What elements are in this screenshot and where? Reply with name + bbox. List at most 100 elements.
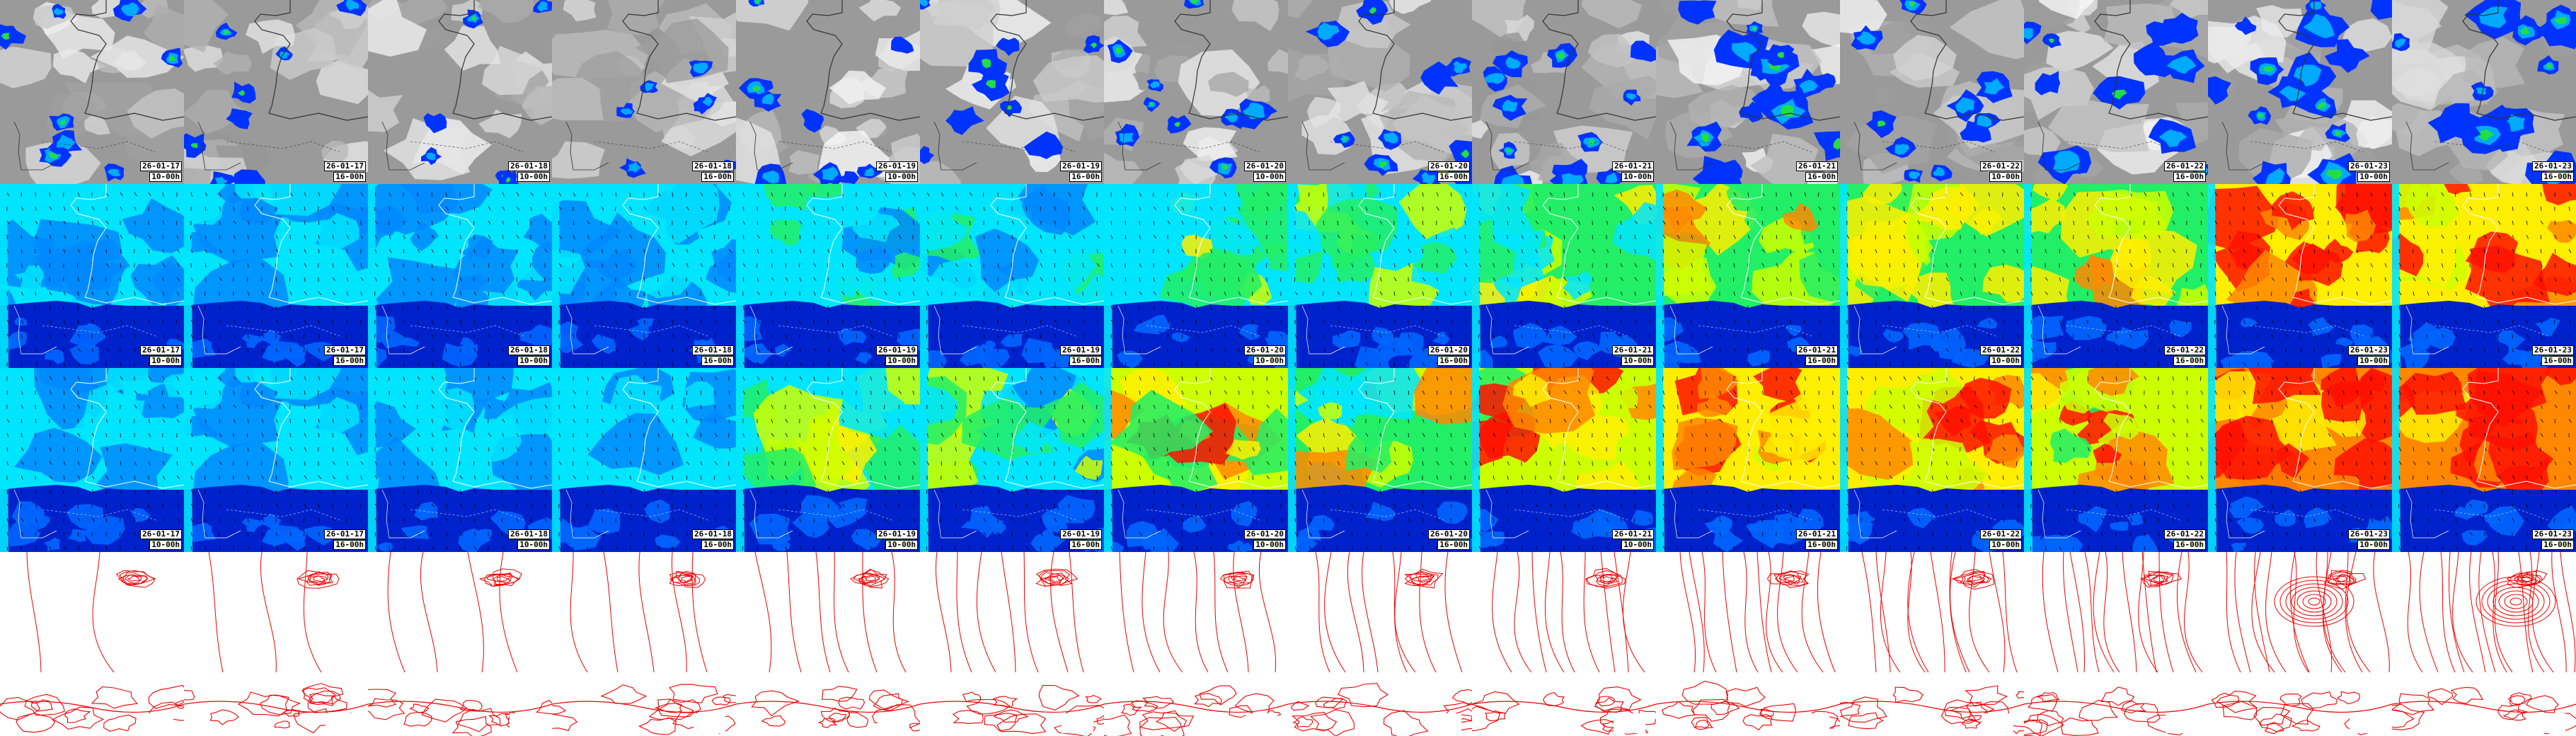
map-tile-precipitation[interactable]: 26-01-17 16-00h bbox=[184, 0, 368, 184]
map-tile-precipitation[interactable]: 26-01-19 16-00h bbox=[920, 0, 1104, 184]
wind-arrows-icon bbox=[1104, 184, 1288, 368]
timestamp-label: 26-01-21 10-00h bbox=[1612, 161, 1654, 182]
map-tile-wind-low[interactable]: 26-01-22 10-00h bbox=[1840, 184, 2024, 368]
map-tile-pressure[interactable] bbox=[184, 552, 368, 736]
timestamp-date: 26-01-21 bbox=[1612, 345, 1654, 355]
map-tile-precipitation[interactable]: 26-01-22 10-00h bbox=[1840, 0, 2024, 184]
map-tile-wind-low[interactable]: 26-01-22 16-00h bbox=[2024, 184, 2208, 368]
map-tile-wind-high[interactable]: 26-01-23 16-00h bbox=[2392, 368, 2576, 552]
cloud-precip-icon bbox=[1288, 0, 1472, 184]
map-tile-wind-high[interactable]: 26-01-22 16-00h bbox=[2024, 368, 2208, 552]
wind-arrows-icon bbox=[1656, 368, 1840, 552]
map-tile-pressure[interactable] bbox=[0, 552, 184, 736]
map-tile-precipitation[interactable]: 26-01-20 10-00h bbox=[1104, 0, 1288, 184]
timestamp-hour: 10-00h bbox=[2357, 172, 2390, 182]
timestamp-hour: 10-00h bbox=[1989, 540, 2022, 550]
legend-box bbox=[878, 713, 909, 733]
timestamp-hour: 16-00h bbox=[1805, 540, 1838, 550]
timestamp-date: 26-01-22 bbox=[2164, 161, 2206, 171]
timestamp-hour: 16-00h bbox=[1437, 172, 1470, 182]
map-tile-wind-high[interactable]: 26-01-18 16-00h bbox=[552, 368, 736, 552]
map-tile-wind-high[interactable]: 26-01-18 10-00h bbox=[368, 368, 552, 552]
timestamp-label: 26-01-19 10-00h bbox=[876, 529, 918, 550]
map-tile-pressure[interactable] bbox=[1472, 552, 1656, 736]
wind-speed-field bbox=[552, 184, 736, 368]
map-tile-wind-high[interactable]: 26-01-20 10-00h bbox=[1104, 368, 1288, 552]
map-tile-pressure[interactable] bbox=[1288, 552, 1472, 736]
map-tile-precipitation[interactable]: 26-01-18 16-00h bbox=[552, 0, 736, 184]
wind-arrows-icon bbox=[1656, 184, 1840, 368]
map-tile-wind-low[interactable]: 26-01-23 16-00h bbox=[2392, 184, 2576, 368]
timestamp-date: 26-01-21 bbox=[1796, 161, 1838, 171]
map-tile-wind-high[interactable]: 26-01-19 16-00h bbox=[920, 368, 1104, 552]
legend-box bbox=[510, 713, 541, 733]
wind-speed-field bbox=[2392, 184, 2576, 368]
map-tile-wind-low[interactable]: 26-01-21 16-00h bbox=[1656, 184, 1840, 368]
timestamp-date: 26-01-21 bbox=[1796, 529, 1838, 539]
wind-speed-field bbox=[2392, 368, 2576, 552]
timestamp-label: 26-01-17 16-00h bbox=[324, 161, 366, 182]
map-tile-precipitation[interactable]: 26-01-19 10-00h bbox=[736, 0, 920, 184]
legend-box bbox=[326, 713, 357, 733]
timestamp-hour: 16-00h bbox=[2541, 356, 2574, 366]
map-tile-precipitation[interactable]: 26-01-21 16-00h bbox=[1656, 0, 1840, 184]
map-tile-wind-low[interactable]: 26-01-19 10-00h bbox=[736, 184, 920, 368]
wind-arrows-icon bbox=[0, 368, 184, 552]
map-tile-wind-high[interactable]: 26-01-17 16-00h bbox=[184, 368, 368, 552]
map-tile-precipitation[interactable]: 26-01-17 10-00h bbox=[0, 0, 184, 184]
timestamp-hour: 16-00h bbox=[333, 540, 366, 550]
cloud-precip-icon bbox=[368, 0, 552, 184]
map-tile-pressure[interactable] bbox=[2392, 552, 2576, 736]
timestamp-hour: 16-00h bbox=[2173, 356, 2206, 366]
map-tile-pressure[interactable] bbox=[1840, 552, 2024, 736]
timestamp-date: 26-01-17 bbox=[140, 161, 182, 171]
timestamp-hour: 10-00h bbox=[149, 356, 182, 366]
timestamp-hour: 16-00h bbox=[333, 356, 366, 366]
map-tile-wind-high[interactable]: 26-01-21 16-00h bbox=[1656, 368, 1840, 552]
map-tile-pressure[interactable] bbox=[1104, 552, 1288, 736]
map-tile-pressure[interactable] bbox=[2024, 552, 2208, 736]
map-tile-pressure[interactable] bbox=[1656, 552, 1840, 736]
timestamp-hour: 10-00h bbox=[2357, 540, 2390, 550]
map-tile-wind-low[interactable]: 26-01-20 10-00h bbox=[1104, 184, 1288, 368]
wind-speed-field bbox=[1840, 184, 2024, 368]
map-tile-wind-high[interactable]: 26-01-19 10-00h bbox=[736, 368, 920, 552]
map-tile-wind-low[interactable]: 26-01-21 10-00h bbox=[1472, 184, 1656, 368]
map-tile-wind-low[interactable]: 26-01-17 16-00h bbox=[184, 184, 368, 368]
map-tile-precipitation[interactable]: 26-01-23 10-00h bbox=[2208, 0, 2392, 184]
map-tile-wind-high[interactable]: 26-01-23 10-00h bbox=[2208, 368, 2392, 552]
map-tile-pressure[interactable] bbox=[736, 552, 920, 736]
map-tile-precipitation[interactable]: 26-01-20 16-00h bbox=[1288, 0, 1472, 184]
map-tile-wind-low[interactable]: 26-01-17 10-00h bbox=[0, 184, 184, 368]
map-tile-pressure[interactable] bbox=[368, 552, 552, 736]
map-tile-wind-low[interactable]: 26-01-19 16-00h bbox=[920, 184, 1104, 368]
timestamp-hour: 10-00h bbox=[517, 172, 550, 182]
wind-arrows-icon bbox=[1840, 368, 2024, 552]
legend-box bbox=[1246, 713, 1277, 733]
map-tile-precipitation[interactable]: 26-01-21 10-00h bbox=[1472, 0, 1656, 184]
map-tile-precipitation[interactable]: 26-01-18 10-00h bbox=[368, 0, 552, 184]
map-tile-pressure[interactable] bbox=[2208, 552, 2392, 736]
map-tile-wind-low[interactable]: 26-01-23 10-00h bbox=[2208, 184, 2392, 368]
map-tile-pressure[interactable] bbox=[920, 552, 1104, 736]
map-tile-precipitation[interactable]: 26-01-23 16-00h bbox=[2392, 0, 2576, 184]
map-tile-wind-high[interactable]: 26-01-20 16-00h bbox=[1288, 368, 1472, 552]
map-tile-wind-low[interactable]: 26-01-18 16-00h bbox=[552, 184, 736, 368]
wind-speed-field bbox=[184, 368, 368, 552]
map-tile-wind-high[interactable]: 26-01-21 10-00h bbox=[1472, 368, 1656, 552]
wind-arrows-icon bbox=[552, 184, 736, 368]
timestamp-date: 26-01-19 bbox=[876, 529, 918, 539]
map-tile-wind-high[interactable]: 26-01-22 10-00h bbox=[1840, 368, 2024, 552]
map-tile-wind-high[interactable]: 26-01-17 10-00h bbox=[0, 368, 184, 552]
map-tile-wind-low[interactable]: 26-01-18 10-00h bbox=[368, 184, 552, 368]
timestamp-hour: 16-00h bbox=[701, 172, 734, 182]
timestamp-date: 26-01-22 bbox=[1980, 529, 2022, 539]
isobar-icon bbox=[736, 552, 920, 736]
map-tile-precipitation[interactable]: 26-01-22 16-00h bbox=[2024, 0, 2208, 184]
map-tile-wind-low[interactable]: 26-01-20 16-00h bbox=[1288, 184, 1472, 368]
map-tile-pressure[interactable] bbox=[552, 552, 736, 736]
timestamp-hour: 10-00h bbox=[149, 172, 182, 182]
timestamp-label: 26-01-17 16-00h bbox=[324, 345, 366, 366]
timestamp-label: 26-01-22 16-00h bbox=[2164, 161, 2206, 182]
